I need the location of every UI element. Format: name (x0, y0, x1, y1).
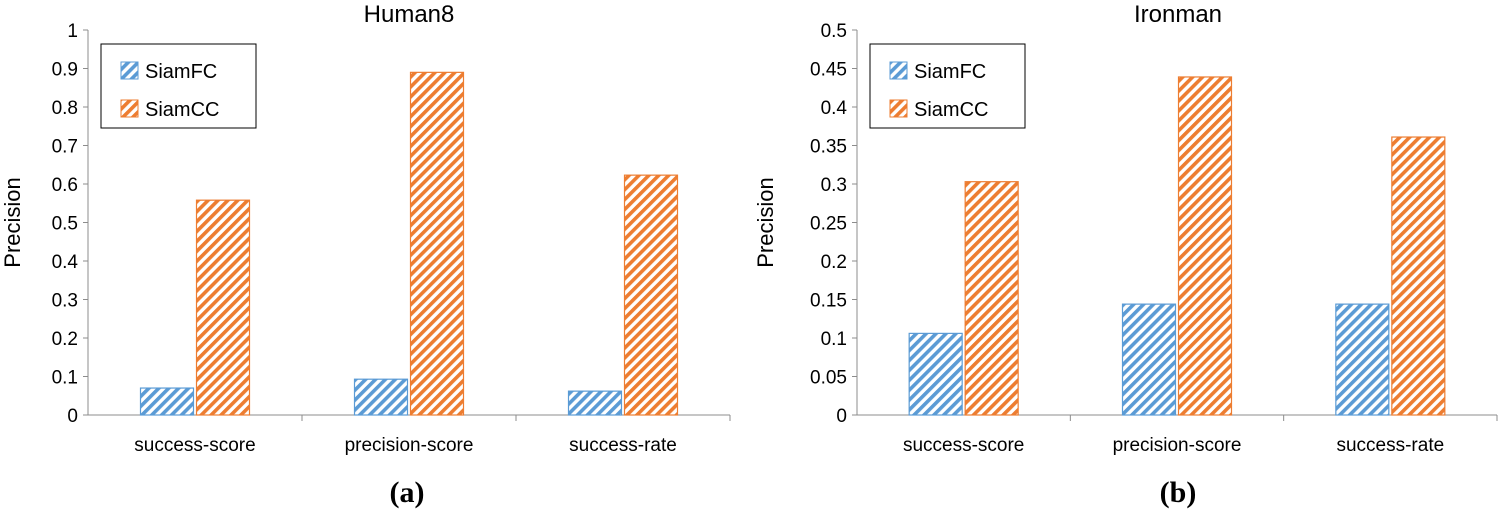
y-tick-label: 0.4 (821, 98, 848, 119)
panel-label-b: (b) (1160, 476, 1197, 509)
bar-siamfc-success-score (908, 332, 963, 416)
y-axis-label: Precision (0, 177, 25, 267)
legend-swatch-siamcc (120, 99, 139, 118)
legend: SiamFC SiamCC (100, 43, 257, 129)
chart-title: Human8 (364, 1, 455, 28)
y-tick-label: 0.1 (821, 329, 847, 350)
y-axis-label: Precision (753, 177, 778, 267)
y-tick-label: 0.15 (810, 291, 847, 312)
legend-label-siamfc: SiamFC (914, 61, 986, 83)
x-tick-label: precision-score (1113, 435, 1242, 456)
chart-human8: Human8 Precision 0 0.1 0.2 0.3 0.4 0.5 0.6 0.7 0.8… (0, 1, 731, 456)
y-tick-label: 0.7 (52, 137, 78, 158)
y-tick-label: 0.3 (821, 175, 847, 196)
legend-swatch-siamfc (120, 61, 139, 80)
bar-siamfc-success-rate (567, 390, 623, 416)
x-tick-label: success-score (134, 435, 255, 456)
legend-label-siamcc: SiamCC (145, 99, 219, 121)
x-tick-label: precision-score (345, 435, 474, 456)
bar-siamfc-precision-score (353, 378, 409, 416)
bar-siamcc-success-rate (623, 174, 679, 416)
bar-siamcc-success-score (964, 181, 1019, 416)
chart-title: Ironman (1134, 1, 1222, 28)
y-tick-label: 0.2 (52, 329, 78, 350)
y-tick-label: 0 (67, 406, 78, 427)
bar-siamcc-success-rate (1391, 136, 1446, 416)
y-tick-label: 0.1 (52, 368, 78, 389)
legend-swatch-siamcc (889, 99, 908, 118)
y-tick-label: 0.35 (810, 137, 847, 158)
y-tick-label: 1 (67, 21, 78, 42)
bar-siamfc-success-rate (1335, 303, 1390, 416)
y-tick-label: 0.5 (821, 21, 847, 42)
legend: SiamFC SiamCC (869, 43, 1026, 129)
y-tick-label: 0.9 (52, 60, 78, 81)
bar-siamfc-precision-score (1121, 303, 1177, 416)
bar-siamcc-precision-score (1177, 76, 1233, 416)
x-tick-label: success-rate (569, 435, 677, 456)
y-tick-label: 0.05 (810, 368, 847, 389)
y-tick-label: 0.5 (52, 214, 78, 235)
y-tick-label: 0.6 (52, 175, 78, 196)
y-tick-label: 0 (836, 406, 847, 427)
x-tick-label: success-score (903, 435, 1024, 456)
chart-ironman: Ironman Precision 0 0.05 0.1 0.15 0.2 0.25 0.3 0.… (753, 1, 1498, 456)
legend-label-siamfc: SiamFC (145, 61, 217, 83)
bar-siamcc-success-score (195, 199, 251, 416)
y-tick-label: 0.45 (810, 60, 847, 81)
legend-label-siamcc: SiamCC (914, 99, 988, 121)
y-tick-label: 0.4 (52, 252, 79, 273)
y-tick-label: 0.3 (52, 291, 78, 312)
y-tick-label: 0.2 (821, 252, 847, 273)
panel-label-a: (a) (390, 476, 425, 509)
legend-swatch-siamfc (889, 61, 908, 80)
x-tick-label: success-rate (1336, 435, 1444, 456)
y-tick-label: 0.25 (810, 214, 847, 235)
y-tick-label: 0.8 (52, 98, 78, 119)
bar-siamcc-precision-score (409, 71, 465, 416)
bar-siamfc-success-score (139, 387, 195, 416)
